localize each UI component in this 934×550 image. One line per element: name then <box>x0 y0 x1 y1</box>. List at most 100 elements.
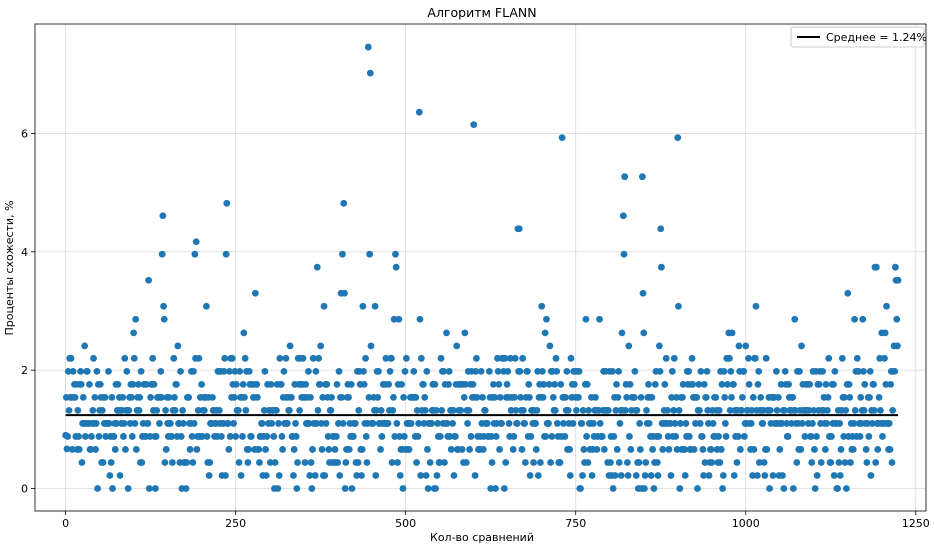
data-point <box>798 420 806 427</box>
data-point <box>147 393 155 401</box>
data-point <box>81 433 89 440</box>
data-point <box>393 420 401 427</box>
data-point <box>334 420 342 427</box>
data-point <box>232 380 240 388</box>
data-point <box>161 459 169 466</box>
data-point <box>655 433 663 440</box>
data-point <box>675 407 683 414</box>
data-point <box>881 329 889 337</box>
data-point <box>857 393 865 401</box>
data-point <box>842 407 850 414</box>
data-point <box>177 367 184 375</box>
data-point <box>464 420 471 427</box>
data-point <box>173 380 180 388</box>
data-point <box>260 407 268 414</box>
data-point <box>231 367 239 375</box>
data-point <box>549 393 557 401</box>
data-point <box>400 393 408 401</box>
data-point <box>651 380 659 388</box>
data-point <box>279 446 286 453</box>
data-point <box>791 315 799 323</box>
data-point <box>203 433 211 440</box>
data-point <box>835 459 843 466</box>
data-point <box>362 433 370 440</box>
data-point <box>512 407 520 414</box>
data-point <box>527 433 535 440</box>
data-point <box>645 420 653 427</box>
data-point <box>762 354 770 362</box>
data-point <box>753 472 761 479</box>
legend: Среднее = 1.24% <box>790 26 927 48</box>
data-point <box>695 380 703 388</box>
data-point <box>92 446 99 453</box>
data-point <box>566 446 573 453</box>
data-point <box>755 459 763 466</box>
data-point <box>682 420 690 427</box>
data-point <box>546 342 554 350</box>
data-point <box>750 446 758 453</box>
data-point <box>320 302 328 310</box>
data-point <box>696 420 704 427</box>
data-point <box>241 393 248 401</box>
data-point <box>483 420 491 427</box>
data-point <box>388 459 396 466</box>
data-point <box>443 329 450 337</box>
data-point <box>305 420 313 427</box>
data-point <box>426 459 434 466</box>
data-point <box>505 420 513 427</box>
data-point <box>441 459 448 466</box>
data-point <box>502 459 510 466</box>
data-point <box>824 393 832 401</box>
data-point <box>267 380 275 388</box>
data-point <box>436 459 444 466</box>
data-point <box>778 420 786 427</box>
data-point <box>323 380 331 388</box>
data-point <box>134 380 142 388</box>
data-point <box>198 380 206 388</box>
data-point <box>431 380 439 388</box>
data-point <box>860 407 868 414</box>
data-point <box>458 446 466 453</box>
data-point <box>339 250 346 258</box>
data-point <box>168 459 176 466</box>
data-point <box>78 459 86 466</box>
data-point <box>551 380 559 388</box>
data-point <box>317 420 325 427</box>
data-point <box>179 407 186 414</box>
data-point <box>307 459 315 466</box>
data-point <box>308 485 316 492</box>
data-point <box>360 367 367 375</box>
data-point <box>627 446 635 453</box>
data-point <box>747 420 755 427</box>
data-point <box>413 407 421 414</box>
data-point <box>775 393 782 401</box>
data-point <box>538 302 546 310</box>
data-point <box>121 354 129 362</box>
data-point <box>539 393 547 401</box>
data-point <box>822 380 830 388</box>
data-point <box>716 459 724 466</box>
data-point <box>623 393 631 401</box>
x-tick-label: 500 <box>395 517 416 530</box>
data-point <box>590 420 597 427</box>
data-point <box>781 407 788 414</box>
data-point <box>255 446 263 453</box>
data-point <box>226 367 233 375</box>
data-point <box>239 380 247 388</box>
data-point <box>859 315 867 323</box>
data-point <box>846 393 854 401</box>
data-point <box>74 407 82 414</box>
data-point <box>675 302 682 310</box>
data-point <box>63 445 71 453</box>
data-point <box>588 472 596 479</box>
data-point <box>278 433 286 440</box>
data-point <box>296 407 303 414</box>
data-point <box>321 472 329 479</box>
data-point <box>536 459 544 466</box>
data-point <box>841 459 849 466</box>
data-point <box>386 367 394 375</box>
data-point <box>136 393 144 401</box>
data-point <box>335 367 343 375</box>
data-point <box>485 367 493 375</box>
data-point <box>268 420 276 427</box>
